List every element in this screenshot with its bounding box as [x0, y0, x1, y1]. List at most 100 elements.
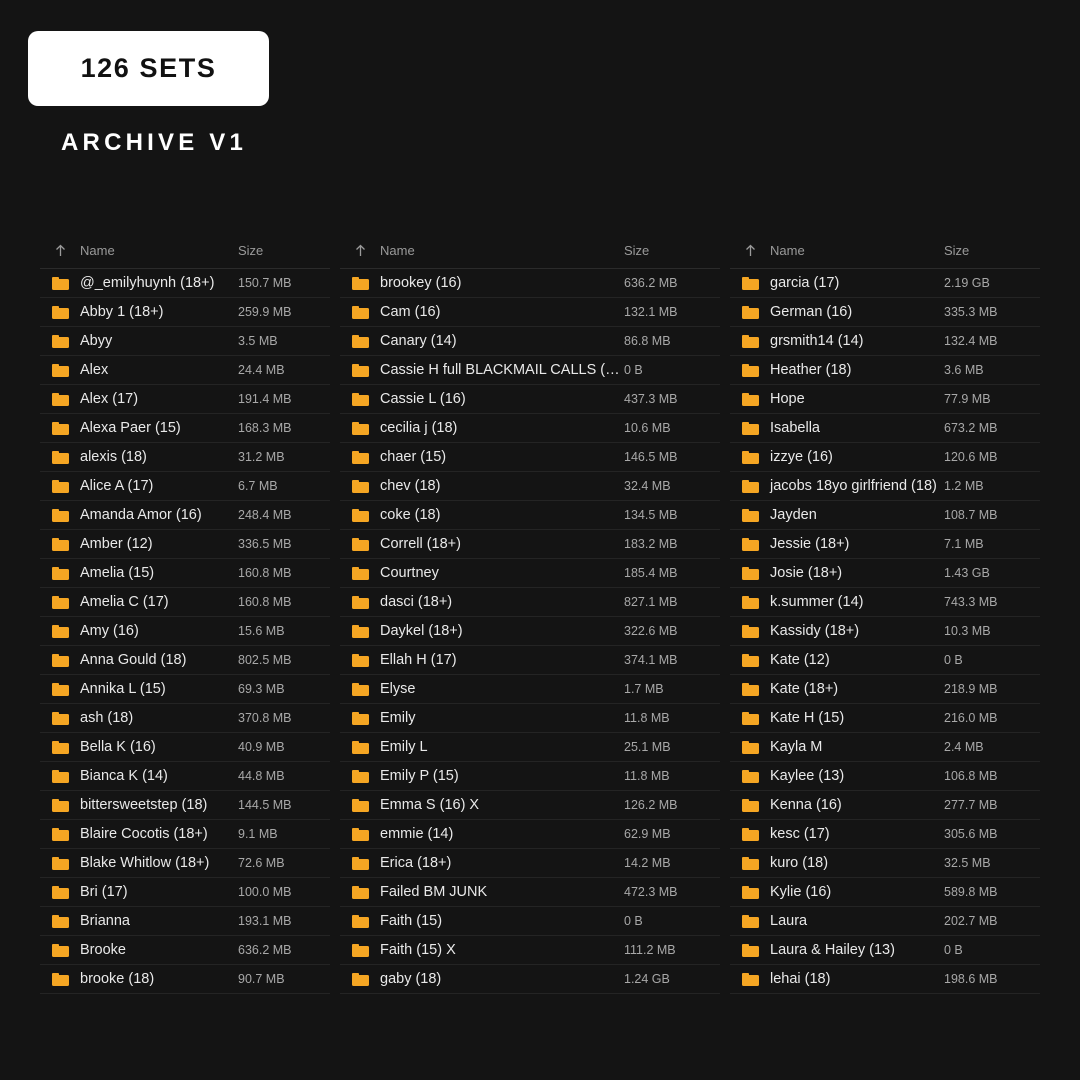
table-row[interactable]: Canary (14) 86.8 MB: [340, 327, 720, 356]
folder-icon: [736, 363, 764, 377]
file-name: Amy (16): [80, 623, 139, 639]
table-row[interactable]: kuro (18) 32.5 MB: [730, 849, 1040, 878]
folder-icon: [46, 508, 74, 522]
arrow-up-icon[interactable]: [346, 244, 374, 257]
table-row[interactable]: dasci (18+) 827.1 MB: [340, 588, 720, 617]
table-row[interactable]: Jayden 108.7 MB: [730, 501, 1040, 530]
table-row[interactable]: Kate (12) 0 B: [730, 646, 1040, 675]
table-row[interactable]: Faith (15) 0 B: [340, 907, 720, 936]
table-row[interactable]: Kate (18+) 218.9 MB: [730, 675, 1040, 704]
table-row[interactable]: Heather (18) 3.6 MB: [730, 356, 1040, 385]
table-row[interactable]: Alex (17) 191.4 MB: [40, 385, 330, 414]
table-row[interactable]: Daykel (18+) 322.6 MB: [340, 617, 720, 646]
folder-icon: [346, 740, 374, 754]
table-row[interactable]: Failed BM JUNK 472.3 MB: [340, 878, 720, 907]
table-row[interactable]: Cam (16) 132.1 MB: [340, 298, 720, 327]
folder-icon: [736, 740, 764, 754]
column-header-name[interactable]: Name: [380, 243, 415, 258]
table-row[interactable]: Emma S (16) X 126.2 MB: [340, 791, 720, 820]
file-size: 15.6 MB: [238, 624, 285, 638]
table-row[interactable]: Kassidy (18+) 10.3 MB: [730, 617, 1040, 646]
table-row[interactable]: gaby (18) 1.24 GB: [340, 965, 720, 994]
table-row[interactable]: Blake Whitlow (18+) 72.6 MB: [40, 849, 330, 878]
table-row[interactable]: Kayla M 2.4 MB: [730, 733, 1040, 762]
column-header-size[interactable]: Size: [624, 243, 650, 258]
table-row[interactable]: Amanda Amor (16) 248.4 MB: [40, 501, 330, 530]
column-header-size[interactable]: Size: [944, 243, 970, 258]
table-row[interactable]: Cassie H full BLACKMAIL CALLS (14) 0 B: [340, 356, 720, 385]
column-header-size[interactable]: Size: [238, 243, 264, 258]
column-header-name[interactable]: Name: [80, 243, 115, 258]
table-row[interactable]: Alex 24.4 MB: [40, 356, 330, 385]
file-size: 0 B: [624, 914, 643, 928]
folder-icon: [736, 769, 764, 783]
table-row[interactable]: Kenna (16) 277.7 MB: [730, 791, 1040, 820]
table-row[interactable]: Erica (18+) 14.2 MB: [340, 849, 720, 878]
table-row[interactable]: German (16) 335.3 MB: [730, 298, 1040, 327]
table-row[interactable]: Laura 202.7 MB: [730, 907, 1040, 936]
table-row[interactable]: garcia (17) 2.19 GB: [730, 269, 1040, 298]
table-row[interactable]: Abyy 3.5 MB: [40, 327, 330, 356]
table-row[interactable]: kesc (17) 305.6 MB: [730, 820, 1040, 849]
table-row[interactable]: brooke (18) 90.7 MB: [40, 965, 330, 994]
table-row[interactable]: izzye (16) 120.6 MB: [730, 443, 1040, 472]
table-row[interactable]: @_emilyhuynh (18+) 150.7 MB: [40, 269, 330, 298]
file-size: 134.5 MB: [624, 508, 678, 522]
table-row[interactable]: Annika L (15) 69.3 MB: [40, 675, 330, 704]
table-row[interactable]: Ellah H (17) 374.1 MB: [340, 646, 720, 675]
folder-icon: [46, 363, 74, 377]
table-row[interactable]: Faith (15) X 111.2 MB: [340, 936, 720, 965]
folder-icon: [46, 885, 74, 899]
table-row[interactable]: Elyse 1.7 MB: [340, 675, 720, 704]
file-name: brooke (18): [80, 971, 155, 987]
table-row[interactable]: Kylie (16) 589.8 MB: [730, 878, 1040, 907]
table-row[interactable]: Courtney 185.4 MB: [340, 559, 720, 588]
table-row[interactable]: cecilia j (18) 10.6 MB: [340, 414, 720, 443]
table-row[interactable]: Amelia (15) 160.8 MB: [40, 559, 330, 588]
table-row[interactable]: alexis (18) 31.2 MB: [40, 443, 330, 472]
table-row[interactable]: grsmith14 (14) 132.4 MB: [730, 327, 1040, 356]
table-row[interactable]: Amber (12) 336.5 MB: [40, 530, 330, 559]
table-row[interactable]: ash (18) 370.8 MB: [40, 704, 330, 733]
arrow-up-icon[interactable]: [46, 244, 74, 257]
table-row[interactable]: Bianca K (14) 44.8 MB: [40, 762, 330, 791]
folder-icon: [346, 392, 374, 406]
table-row[interactable]: Hope 77.9 MB: [730, 385, 1040, 414]
table-row[interactable]: Bri (17) 100.0 MB: [40, 878, 330, 907]
column-header-name[interactable]: Name: [770, 243, 805, 258]
table-row[interactable]: chev (18) 32.4 MB: [340, 472, 720, 501]
folder-icon: [736, 334, 764, 348]
table-row[interactable]: lehai (18) 198.6 MB: [730, 965, 1040, 994]
table-row[interactable]: Brooke 636.2 MB: [40, 936, 330, 965]
table-row[interactable]: Jessie (18+) 7.1 MB: [730, 530, 1040, 559]
table-row[interactable]: Cassie L (16) 437.3 MB: [340, 385, 720, 414]
table-row[interactable]: Emily P (15) 11.8 MB: [340, 762, 720, 791]
table-row[interactable]: Correll (18+) 183.2 MB: [340, 530, 720, 559]
table-row[interactable]: Brianna 193.1 MB: [40, 907, 330, 936]
table-row[interactable]: jacobs 18yo girlfriend (18) 1.2 MB: [730, 472, 1040, 501]
table-row[interactable]: coke (18) 134.5 MB: [340, 501, 720, 530]
table-row[interactable]: Blaire Cocotis (18+) 9.1 MB: [40, 820, 330, 849]
table-row[interactable]: Anna Gould (18) 802.5 MB: [40, 646, 330, 675]
table-row[interactable]: Kaylee (13) 106.8 MB: [730, 762, 1040, 791]
folder-icon: [736, 479, 764, 493]
table-row[interactable]: Kate H (15) 216.0 MB: [730, 704, 1040, 733]
table-row[interactable]: chaer (15) 146.5 MB: [340, 443, 720, 472]
table-row[interactable]: brookey (16) 636.2 MB: [340, 269, 720, 298]
table-row[interactable]: Emily L 25.1 MB: [340, 733, 720, 762]
table-row[interactable]: Bella K (16) 40.9 MB: [40, 733, 330, 762]
table-row[interactable]: bittersweetstep (18) 144.5 MB: [40, 791, 330, 820]
table-row[interactable]: Amelia C (17) 160.8 MB: [40, 588, 330, 617]
table-row[interactable]: Laura & Hailey (13) 0 B: [730, 936, 1040, 965]
table-row[interactable]: Isabella 673.2 MB: [730, 414, 1040, 443]
table-row[interactable]: Alice A (17) 6.7 MB: [40, 472, 330, 501]
table-row[interactable]: Amy (16) 15.6 MB: [40, 617, 330, 646]
table-row[interactable]: Emily 11.8 MB: [340, 704, 720, 733]
table-row[interactable]: emmie (14) 62.9 MB: [340, 820, 720, 849]
table-row[interactable]: k.summer (14) 743.3 MB: [730, 588, 1040, 617]
arrow-up-icon[interactable]: [736, 244, 764, 257]
table-row[interactable]: Josie (18+) 1.43 GB: [730, 559, 1040, 588]
table-row[interactable]: Abby 1 (18+) 259.9 MB: [40, 298, 330, 327]
file-size: 72.6 MB: [238, 856, 285, 870]
table-row[interactable]: Alexa Paer (15) 168.3 MB: [40, 414, 330, 443]
